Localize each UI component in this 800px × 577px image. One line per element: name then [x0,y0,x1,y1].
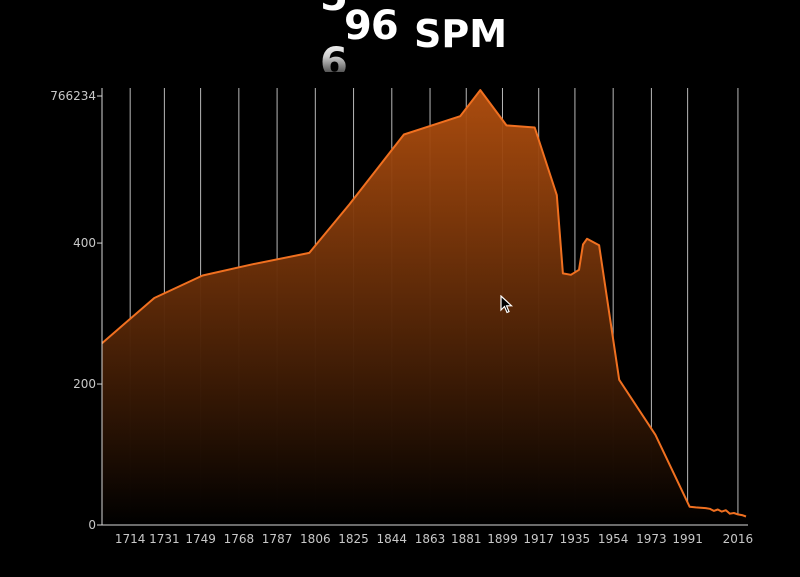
y-tick-label: 200 [73,377,96,391]
x-tick-label: 1844 [377,532,408,546]
x-tick-label: 1973 [636,532,667,546]
unit-label: SPM [414,12,508,56]
x-tick-label: 1749 [185,532,216,546]
y-tick-label: 0 [88,518,96,532]
x-tick-label: 1806 [300,532,331,546]
y-top-label: 766234 [50,89,96,103]
x-tick-label: 1731 [149,532,180,546]
y-tick-label: 400 [73,236,96,250]
x-tick-label: 1935 [560,532,591,546]
x-tick-label: 1825 [338,532,369,546]
x-tick-label: 1899 [487,532,518,546]
counter-previous-digit: 5 [320,0,348,20]
counter-next-digit: 6 [320,40,348,72]
area-fill [102,90,746,525]
x-tick-label: 2016 [723,532,754,546]
counter-current-value: 96 [344,3,399,49]
x-tick-label: 1714 [115,532,146,546]
header: 5 96 6 SPM [0,0,800,75]
x-tick-label: 1917 [523,532,554,546]
rolling-counter: 5 96 6 [318,0,408,72]
x-tick-label: 1954 [598,532,629,546]
mouse-cursor-icon [500,295,514,314]
tick-labels: 1714 1731 1749 1768 1787 1806 1825 1844 1863 1881… [50,89,753,546]
series-line [101,89,747,518]
x-tick-label: 1768 [224,532,255,546]
x-tick-label: 1991 [672,532,703,546]
x-tick-label: 1863 [415,532,446,546]
x-tick-label: 1881 [451,532,482,546]
x-tick-label: 1787 [262,532,293,546]
axes [97,88,748,526]
